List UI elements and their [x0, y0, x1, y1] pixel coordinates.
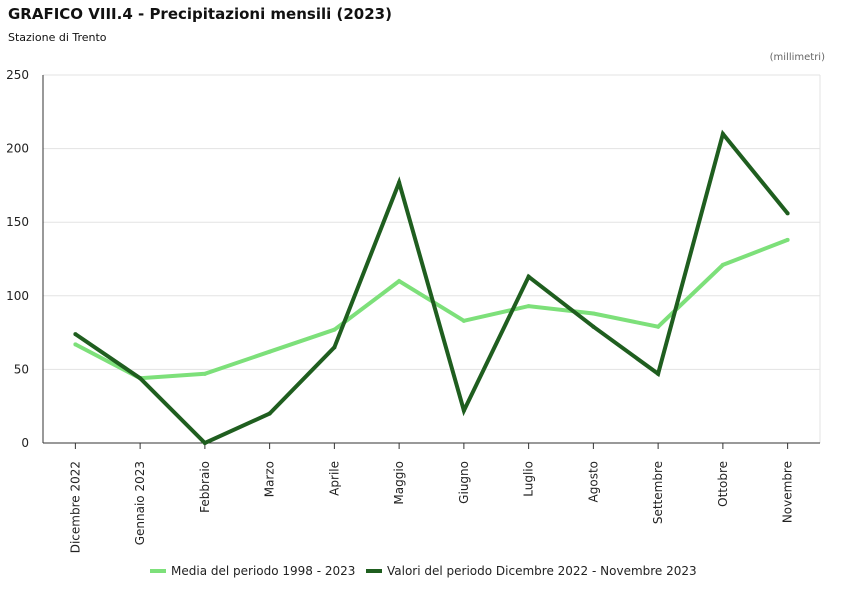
- x-tick-label: Maggio: [392, 461, 406, 505]
- x-tick-label: Gennaio 2023: [133, 461, 147, 545]
- x-tick-label: Marzo: [263, 461, 277, 497]
- legend-label-2: Valori del periodo Dicembre 2022 - Novem…: [387, 564, 697, 578]
- data-point: [656, 371, 661, 376]
- x-tick-label: Febbraio: [198, 461, 212, 513]
- data-point: [332, 345, 337, 350]
- data-point: [267, 411, 272, 416]
- x-tick-label: Settembre: [651, 461, 665, 524]
- data-point: [656, 324, 661, 329]
- x-tick-labels: Dicembre 2022 Gennaio 2023 Febbraio Marzo Ap…: [68, 461, 794, 553]
- x-tick-label: Giugno: [457, 461, 471, 504]
- data-point: [73, 332, 78, 337]
- x-tick-label: Agosto: [586, 461, 600, 502]
- data-point: [73, 342, 78, 347]
- data-point: [202, 371, 207, 376]
- legend-label-1: Media del periodo 1998 - 2023: [171, 564, 355, 578]
- unit-label: (millimetri): [770, 52, 825, 63]
- data-point: [591, 311, 596, 316]
- y-tick-label: 50: [14, 362, 29, 376]
- data-point: [461, 318, 466, 323]
- data-point: [397, 180, 402, 185]
- series-lines: [73, 129, 790, 446]
- chart-subtitle: Stazione di Trento: [8, 31, 107, 44]
- x-tick-label: Dicembre 2022: [68, 461, 82, 553]
- data-point: [397, 279, 402, 284]
- y-tick-label: 0: [21, 436, 29, 450]
- data-point: [267, 349, 272, 354]
- y-tick-label: 150: [6, 215, 29, 229]
- x-tick-label: Novembre: [781, 461, 795, 523]
- x-tick-label: Aprile: [327, 461, 341, 496]
- data-point: [785, 237, 790, 242]
- data-point: [591, 324, 596, 329]
- data-point: [461, 408, 466, 413]
- data-point: [526, 304, 531, 309]
- data-point: [720, 131, 725, 136]
- data-point: [526, 274, 531, 279]
- series-line-2: [74, 129, 790, 446]
- x-tick-label: Ottobre: [716, 461, 730, 507]
- gridlines: [43, 74, 821, 443]
- chart-title: GRAFICO VIII.4 - Precipitazioni mensili …: [8, 5, 392, 23]
- y-tick-label: 100: [6, 289, 29, 303]
- series-line-1: [74, 238, 789, 381]
- axes: 0 50 100 150 200 250: [6, 68, 820, 450]
- data-point: [332, 327, 337, 332]
- data-point: [202, 441, 207, 445]
- y-tick-label: 250: [6, 68, 29, 82]
- x-tick-label: Luglio: [522, 461, 536, 497]
- data-point: [138, 376, 143, 381]
- y-tick-label: 200: [6, 142, 29, 156]
- data-point: [720, 262, 725, 267]
- legend: Media del periodo 1998 - 2023 Valori del …: [150, 564, 697, 578]
- data-point: [785, 211, 790, 216]
